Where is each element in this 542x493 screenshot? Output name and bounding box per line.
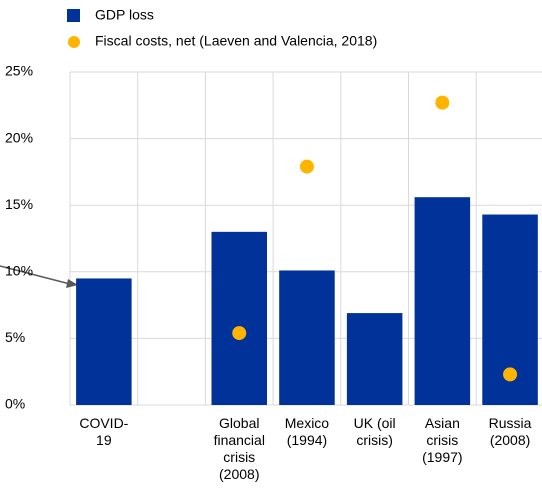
y-tick-label: 25%	[5, 63, 33, 79]
dot	[503, 367, 518, 382]
x-tick-label: UK (oil crisis)	[353, 415, 396, 448]
legend-label: GDP loss	[95, 7, 154, 23]
y-tick-label: 10%	[5, 263, 33, 279]
bar	[76, 278, 132, 405]
bar	[414, 197, 471, 405]
x-tick-label: Asian crisis (1997)	[422, 415, 463, 465]
x-tick-label: Global financial crisis (2008)	[213, 415, 265, 482]
arrow-head	[66, 279, 78, 288]
legend-marker	[68, 36, 80, 48]
x-tick-label: Mexico (1994)	[284, 415, 330, 448]
x-tick-label: COVID-19	[79, 415, 129, 448]
legend-marker	[67, 9, 80, 22]
legend-label: Fiscal costs, net (Laeven and Valencia, …	[95, 33, 377, 49]
y-tick-label: 20%	[5, 129, 33, 145]
dot	[232, 326, 247, 341]
dot	[435, 95, 450, 110]
x-tick-label: Russia (2008)	[488, 415, 532, 448]
y-tick-label: 15%	[5, 196, 33, 212]
bar	[279, 270, 335, 405]
arrow-line	[0, 265, 71, 285]
bar	[211, 231, 268, 405]
bar	[346, 313, 403, 405]
y-tick-label: 0%	[5, 396, 25, 412]
dot	[299, 159, 314, 174]
y-tick-label: 5%	[5, 329, 25, 345]
